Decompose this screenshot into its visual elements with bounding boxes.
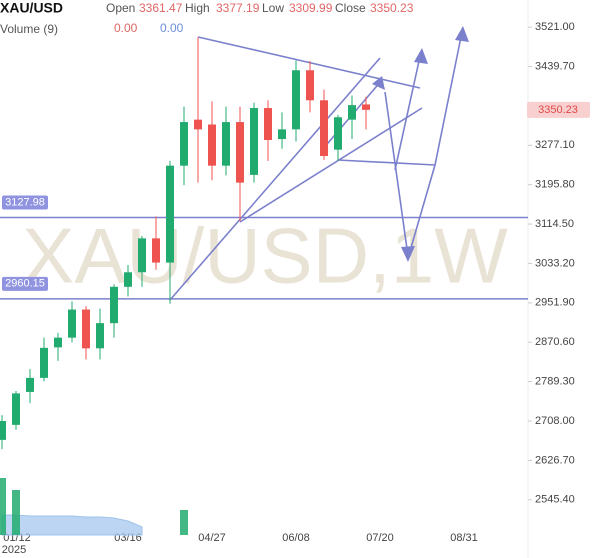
candle-body (82, 309, 90, 349)
candle-body (138, 238, 146, 273)
symbol-title: XAU/USD (0, 0, 63, 16)
watermark: XAU/USD,1W (22, 212, 508, 300)
candle-body (320, 100, 328, 156)
y-tick-label: 2870.60 (535, 336, 575, 348)
candle-body (236, 122, 244, 183)
candle-body (68, 309, 76, 338)
candle-body (264, 108, 272, 141)
trend-line (197, 36, 421, 89)
trend-line (337, 159, 436, 166)
arrow (407, 31, 463, 259)
year-label: 2025 (2, 544, 26, 556)
y-tick-label: 2789.30 (535, 376, 575, 388)
ohlc-value: 3309.99 (289, 1, 333, 15)
candle-body (250, 108, 258, 175)
candle-body (222, 122, 230, 166)
candle-body (334, 117, 342, 150)
candle-body (124, 272, 132, 287)
price-line-label: 2960.15 (5, 278, 45, 290)
last-price-label: 3350.23 (538, 104, 578, 116)
arrow-head (414, 48, 428, 64)
ohlc-value: 3361.47 (139, 1, 183, 15)
ohlc-value: 3377.19 (216, 1, 260, 15)
trend-line (169, 57, 381, 301)
price-line-tag (2, 276, 48, 291)
candle-body (40, 347, 48, 378)
candle-body (54, 337, 62, 348)
arrow-head (455, 26, 469, 42)
ohlc-label: Low (262, 1, 284, 15)
candle-body (152, 238, 160, 263)
price-line-label: 3127.98 (5, 196, 45, 208)
y-tick-label: 3277.10 (535, 139, 575, 151)
last-price-tag (527, 101, 590, 118)
volume-ma-area (1, 514, 143, 536)
volume-value: 0.00 (114, 21, 138, 35)
candle-body (194, 119, 202, 130)
trend-line (239, 107, 423, 223)
candle-body (362, 104, 370, 110)
x-tick-label: 04/27 (198, 532, 226, 544)
candle-body (306, 70, 314, 101)
x-tick-label: 07/20 (366, 532, 394, 544)
volume-value: 0.00 (160, 21, 184, 35)
candle-body (26, 377, 34, 392)
y-tick-label: 3195.80 (535, 179, 575, 191)
x-tick-label: 06/08 (282, 532, 310, 544)
candle-body (348, 105, 356, 120)
volume-bar (12, 490, 20, 535)
volume-bar (180, 510, 188, 535)
candle-body (278, 129, 286, 140)
x-tick-label: 08/31 (450, 532, 478, 544)
y-tick-label: 3114.50 (535, 218, 574, 230)
y-tick-label: 3033.20 (535, 257, 575, 269)
candle-body (166, 165, 174, 263)
y-tick-label: 2708.00 (535, 415, 575, 427)
y-tick-label: 3521.00 (535, 21, 575, 33)
ohlc-value: 3350.23 (370, 1, 414, 15)
arrow (384, 91, 409, 257)
candle-body (0, 420, 6, 440)
ohlc-label: Close (335, 1, 366, 15)
ohlc-label: High (185, 1, 210, 15)
candle-body (12, 393, 20, 425)
candle-body (180, 122, 188, 166)
y-tick-label: 2626.70 (535, 454, 575, 466)
candle-body (292, 70, 300, 130)
y-tick-label: 2545.40 (535, 494, 575, 506)
candle-body (110, 286, 118, 324)
candle-body (96, 323, 104, 349)
y-tick-label: 2951.90 (535, 297, 575, 309)
arrow-head (401, 246, 415, 262)
volume-bar (0, 478, 6, 535)
volume-legend: Volume (9) (0, 22, 58, 36)
candle-body (208, 124, 216, 166)
ohlc-label: Open (106, 1, 135, 15)
arrow (394, 51, 422, 171)
price-line-tag (2, 195, 48, 210)
y-tick-label: 3439.70 (535, 60, 575, 72)
arrow-head (372, 76, 385, 90)
